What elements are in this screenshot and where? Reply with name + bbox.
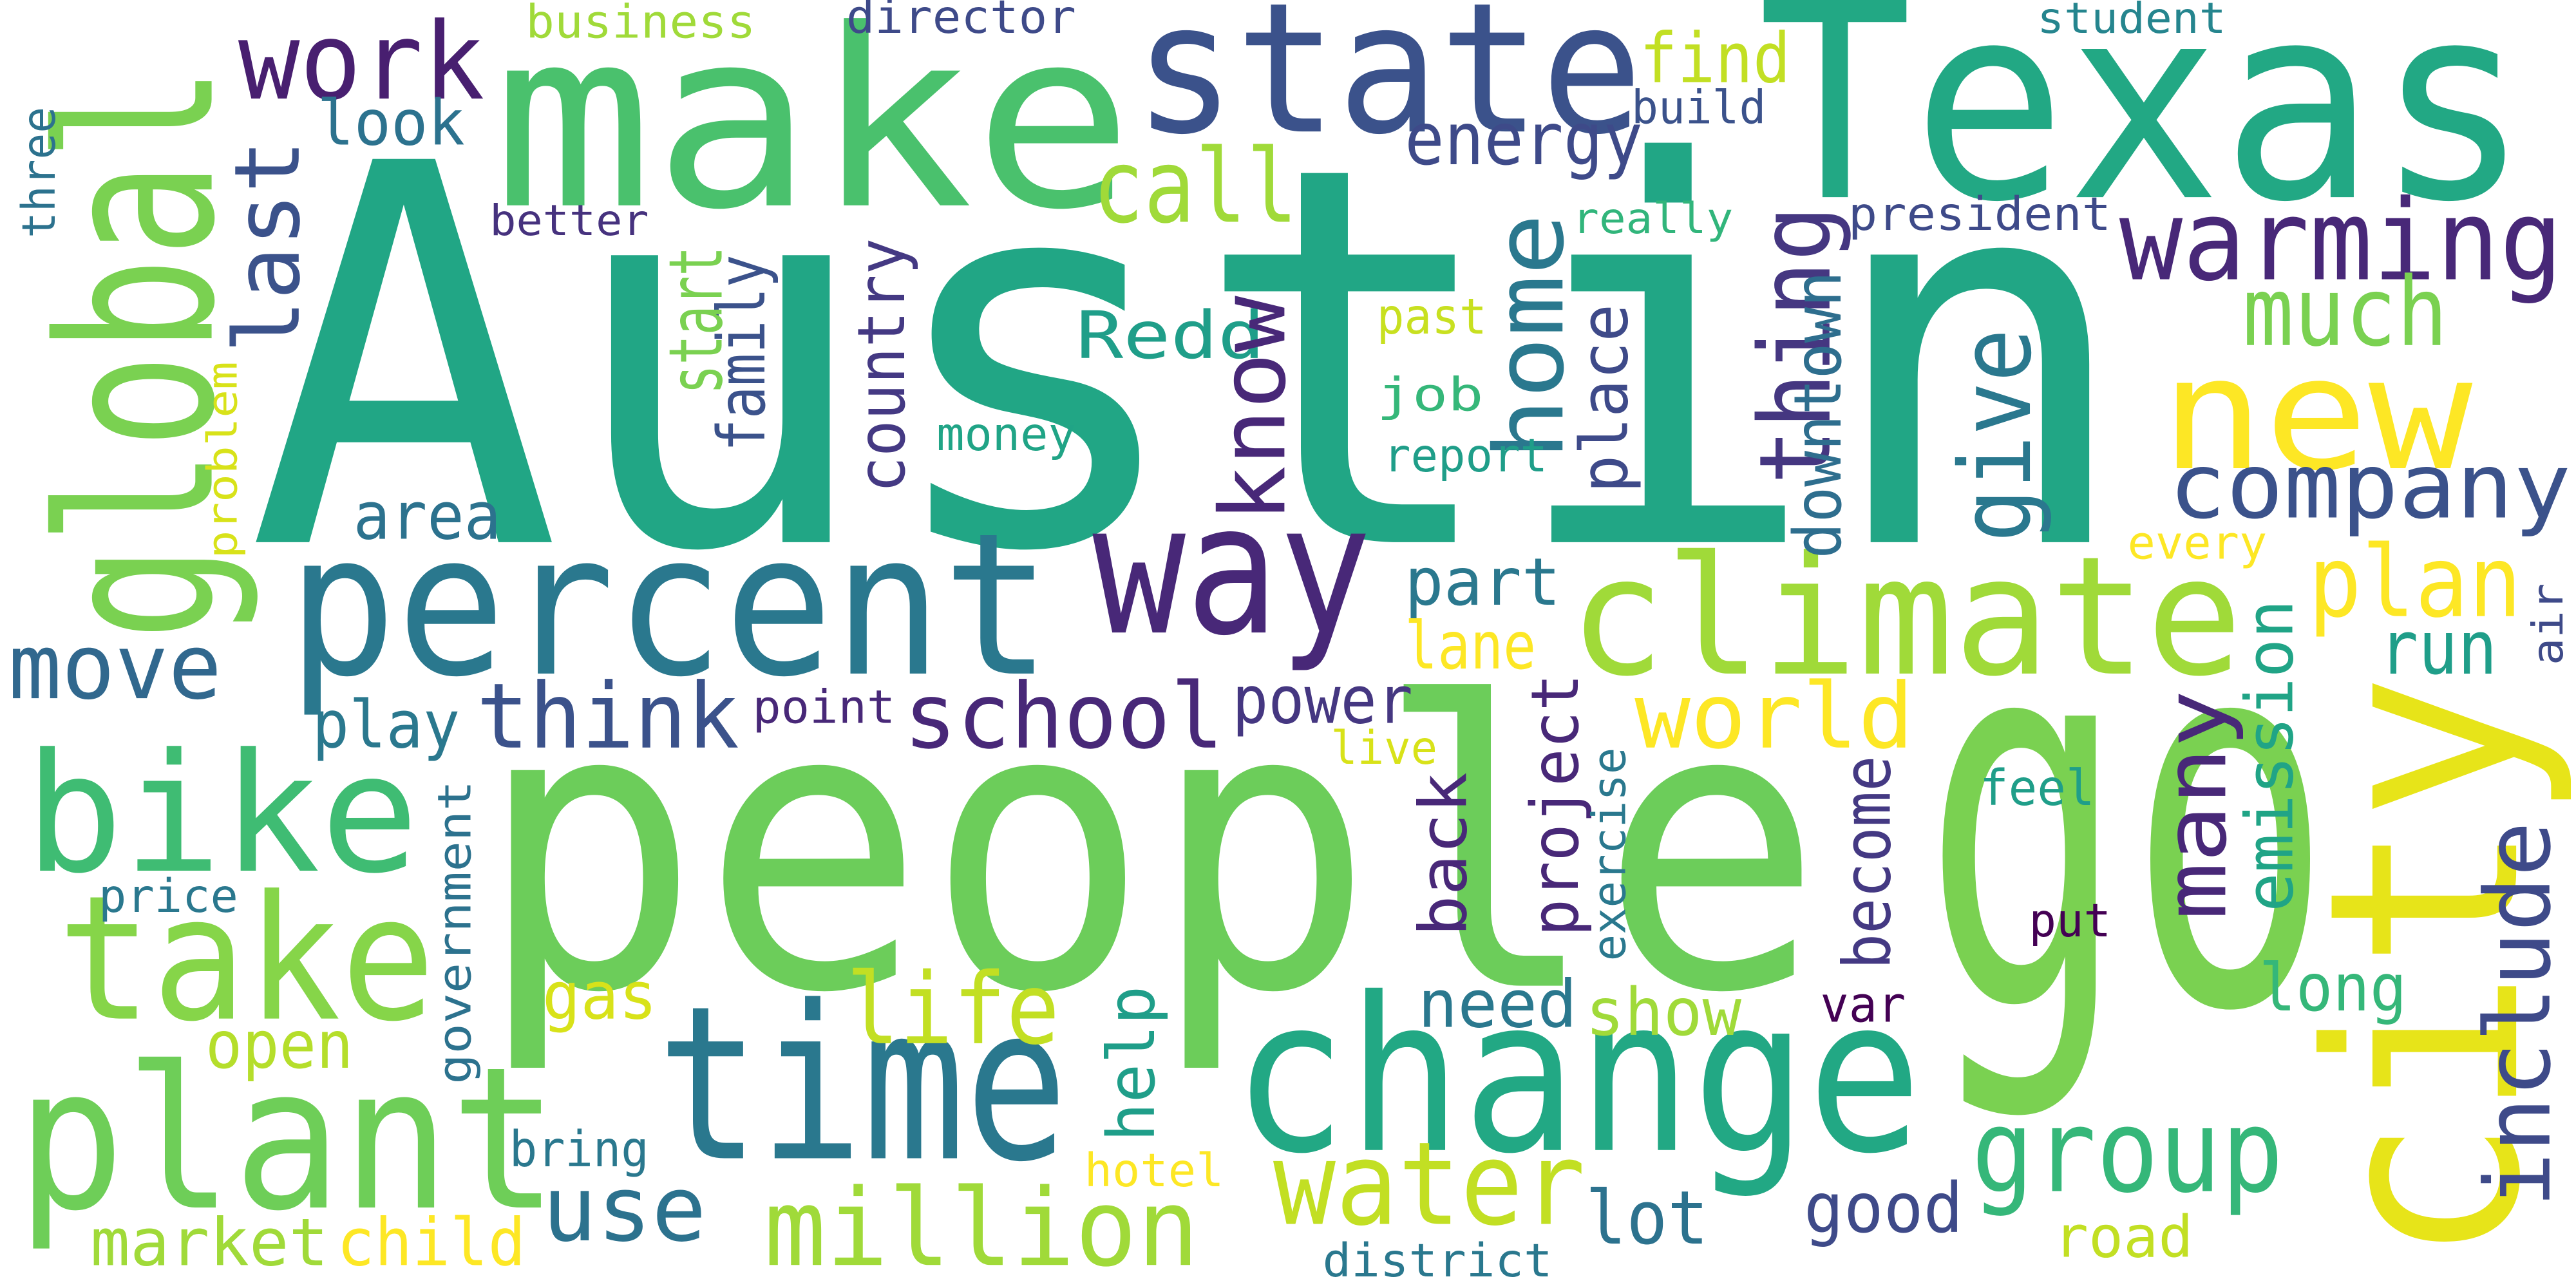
word: air bbox=[2523, 583, 2573, 666]
word: school bbox=[904, 665, 1224, 770]
word: bike bbox=[24, 719, 419, 910]
word: problem bbox=[199, 361, 247, 558]
word: business bbox=[526, 0, 755, 49]
word: start bbox=[653, 247, 739, 395]
word: use bbox=[542, 1157, 706, 1262]
word: market bbox=[90, 1204, 328, 1281]
word: much bbox=[2242, 257, 2448, 368]
word: show bbox=[1586, 974, 1742, 1051]
word: make bbox=[493, 0, 1133, 264]
word: city bbox=[2273, 674, 2576, 1265]
word: go bbox=[1922, 514, 2333, 1126]
word: last bbox=[216, 140, 321, 354]
word: world bbox=[1634, 665, 1914, 770]
word: road bbox=[2054, 1204, 2193, 1271]
word: country bbox=[844, 238, 920, 493]
word: president bbox=[1848, 187, 2111, 241]
word: place bbox=[1567, 304, 1643, 493]
word: run bbox=[2379, 605, 2497, 692]
word: Redd bbox=[1076, 298, 1265, 374]
word: company bbox=[2168, 435, 2571, 540]
word: know bbox=[1201, 296, 1306, 523]
word: job bbox=[1377, 368, 1484, 422]
word: past bbox=[1377, 289, 1487, 346]
word: better bbox=[489, 195, 649, 245]
word: include bbox=[2467, 822, 2571, 1208]
word: water bbox=[1273, 1118, 1586, 1252]
word: time bbox=[657, 960, 1068, 1209]
word: put bbox=[2029, 894, 2112, 947]
word: home bbox=[1474, 214, 1585, 460]
word: downtown bbox=[1780, 271, 1857, 558]
word: student bbox=[2037, 0, 2226, 43]
word: bring bbox=[509, 1121, 649, 1179]
word: need bbox=[1418, 966, 1577, 1043]
word: exercise bbox=[1583, 748, 1636, 961]
word: live bbox=[1331, 721, 1437, 775]
word: build bbox=[1631, 80, 1766, 134]
word: way bbox=[1092, 466, 1372, 676]
word: child bbox=[337, 1204, 526, 1281]
word: new bbox=[2161, 324, 2473, 506]
word: group bbox=[1971, 1084, 2284, 1218]
word: feel bbox=[1980, 760, 2095, 817]
word: open bbox=[205, 1007, 354, 1084]
word: long bbox=[2259, 950, 2407, 1027]
word: price bbox=[99, 869, 238, 923]
word: become bbox=[1830, 755, 1906, 969]
word: life bbox=[846, 952, 1060, 1067]
word: Austin bbox=[247, 54, 2136, 667]
word: percent bbox=[287, 491, 1051, 721]
word: hotel bbox=[1084, 1144, 1224, 1197]
word: take bbox=[57, 859, 435, 1060]
word: find bbox=[1640, 19, 1791, 99]
word: power bbox=[1232, 662, 1413, 739]
word: people bbox=[477, 621, 1824, 1079]
word: climate bbox=[1569, 522, 2242, 713]
word: move bbox=[8, 615, 222, 720]
word: every bbox=[2128, 516, 2268, 569]
word: family bbox=[704, 254, 781, 451]
word: report bbox=[1383, 429, 1548, 482]
word: give bbox=[1939, 328, 2054, 542]
word: think bbox=[477, 665, 739, 770]
word: many bbox=[2146, 690, 2246, 920]
word: government bbox=[428, 781, 481, 1084]
word: area bbox=[353, 478, 501, 555]
word: million bbox=[764, 1166, 1199, 1288]
word: three bbox=[12, 107, 66, 238]
word: Texas bbox=[1758, 0, 2530, 261]
word: project bbox=[1517, 674, 1594, 936]
word: energy bbox=[1405, 98, 1643, 182]
word: var bbox=[1821, 977, 1906, 1034]
word: money bbox=[936, 408, 1076, 461]
word: thing bbox=[1739, 205, 1853, 485]
word: director bbox=[846, 0, 1076, 44]
word: lane bbox=[1405, 608, 1536, 685]
word: call bbox=[1092, 128, 1298, 246]
word: work bbox=[238, 0, 485, 124]
word: really bbox=[1572, 193, 1733, 243]
word: lot bbox=[1586, 1175, 1709, 1262]
word: gas bbox=[542, 958, 658, 1035]
word: part bbox=[1405, 544, 1560, 621]
word: district bbox=[1323, 1234, 1553, 1287]
word: state bbox=[1133, 0, 1643, 175]
word: warming bbox=[2119, 176, 2563, 306]
word: back bbox=[1406, 772, 1482, 936]
word: point bbox=[752, 680, 895, 734]
word: global bbox=[14, 66, 263, 641]
word: plant bbox=[17, 1025, 559, 1255]
word: change bbox=[1232, 952, 1922, 1201]
word: good bbox=[1804, 1169, 1963, 1249]
word: look bbox=[317, 86, 465, 159]
word: plan bbox=[2308, 526, 2522, 640]
word: help bbox=[1094, 986, 1170, 1142]
word: emission bbox=[2232, 600, 2309, 912]
word: play bbox=[312, 687, 460, 764]
